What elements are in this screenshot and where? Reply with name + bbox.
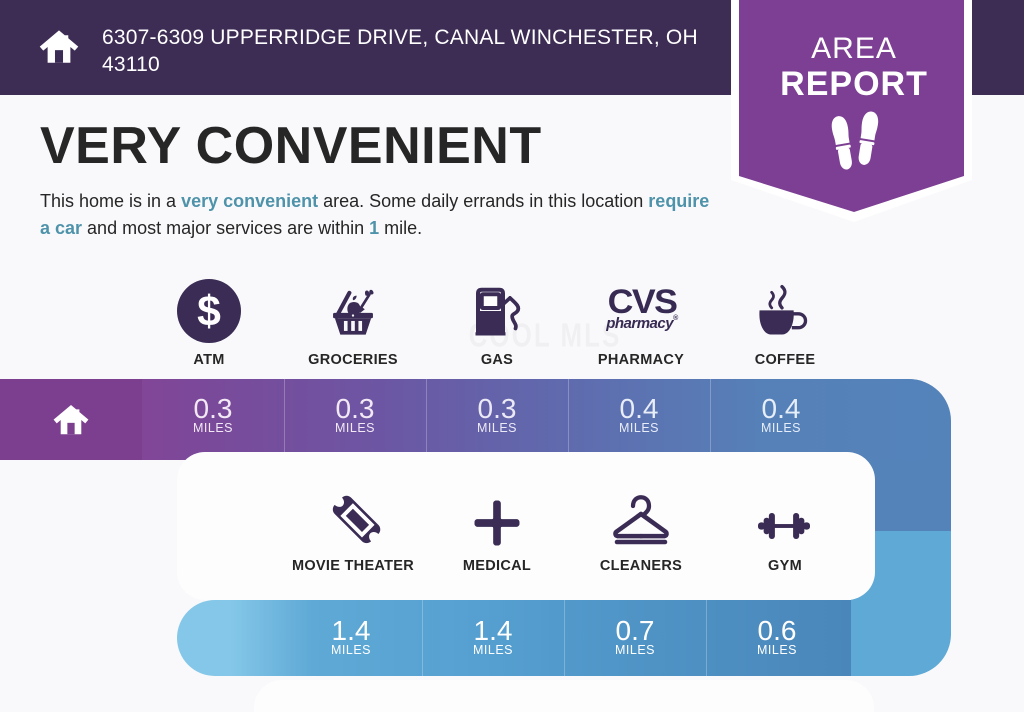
svg-text:$: $ — [197, 288, 221, 336]
